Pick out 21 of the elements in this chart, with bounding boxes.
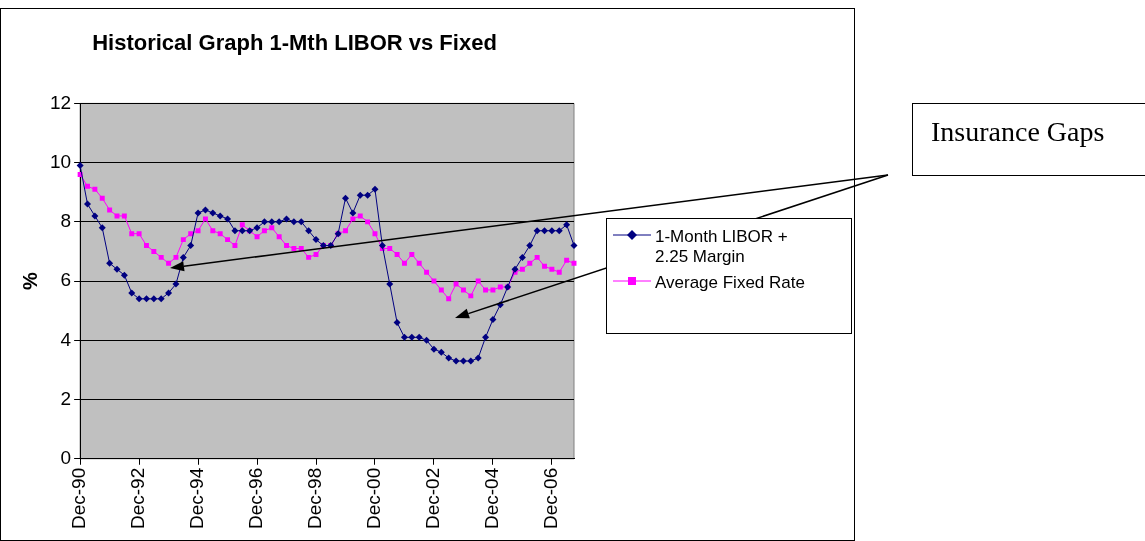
x-tick-label: Dec-94	[186, 467, 208, 529]
x-tick-label: Dec-90	[68, 467, 90, 529]
y-tick-label: 10	[49, 150, 72, 172]
y-tick-label: 0	[60, 446, 72, 468]
y-axis-title: %	[18, 271, 41, 290]
y-tick-label: 6	[60, 269, 72, 291]
text: Insurance Gaps	[912, 103, 1145, 176]
x-tick-label: Dec-06	[540, 467, 562, 529]
y-tick-label: 8	[60, 210, 72, 232]
legend-label: 1-Month LIBOR + 2.25 Margin	[655, 227, 789, 267]
x-tick-label: Dec-00	[363, 467, 385, 529]
x-tick-label: Dec-04	[481, 467, 503, 529]
x-tick-label: Dec-02	[422, 467, 444, 529]
y-tick-label: 2	[60, 387, 72, 409]
y-tick-label: 4	[60, 328, 72, 350]
chart-title: Historical Graph 1-Mth LIBOR vs Fixed	[92, 30, 497, 56]
y-tick-label: 12	[49, 91, 72, 113]
legend-label: Average Fixed Rate	[655, 273, 806, 293]
x-tick-label: Dec-98	[304, 467, 326, 529]
x-tick-label: Dec-92	[127, 467, 149, 529]
x-tick-label: Dec-96	[245, 467, 267, 529]
